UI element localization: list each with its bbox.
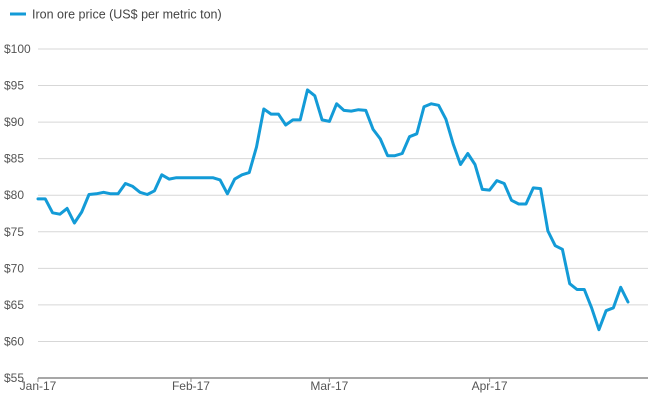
y-tick-label: $70 xyxy=(4,261,24,275)
y-tick-label: $75 xyxy=(4,225,24,239)
gridlines xyxy=(38,48,648,379)
x-tick-label: Jan-17 xyxy=(20,379,57,393)
y-tick-label: $65 xyxy=(4,298,24,312)
y-axis-ticks: $55 $60 $65 $70 $75 $80 $85 $90 $95 $100 xyxy=(4,42,31,385)
x-tick-label: Feb-17 xyxy=(172,379,210,393)
legend: Iron ore price (US$ per metric ton) xyxy=(10,8,222,22)
series xyxy=(36,88,630,332)
legend-label: Iron ore price (US$ per metric ton) xyxy=(32,8,222,22)
y-tick-label: $100 xyxy=(4,42,31,56)
x-axis-ticks: Jan-17 Feb-17 Mar-17 Apr-17 xyxy=(20,378,508,393)
y-tick-label: $85 xyxy=(4,152,24,166)
y-tick-label: $80 xyxy=(4,188,24,202)
y-tick-label: $60 xyxy=(4,334,24,348)
x-tick-label: Apr-17 xyxy=(472,379,508,393)
y-tick-label: $95 xyxy=(4,79,24,93)
y-tick-label: $90 xyxy=(4,115,24,129)
x-tick-label: Mar-17 xyxy=(310,379,348,393)
series-line-iron-ore-price xyxy=(36,88,630,332)
y-tick-label: $55 xyxy=(4,371,24,385)
